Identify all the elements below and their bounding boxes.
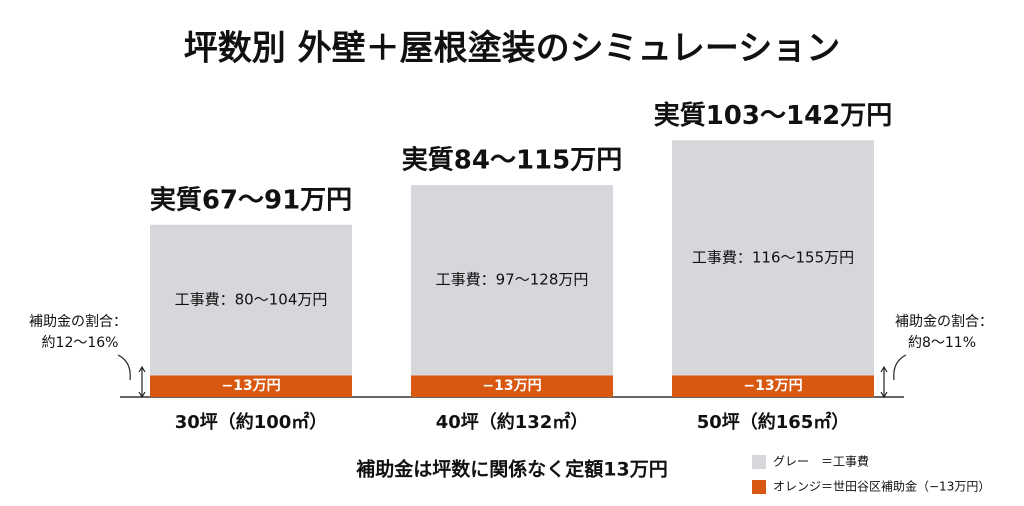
legend-label: オレンジ＝世田谷区補助金（−13万円） (773, 479, 990, 494)
value-label: −13万円 (743, 378, 802, 394)
x-tick-label: 50坪（約165㎡） (697, 411, 850, 433)
bar-segment (150, 224, 352, 376)
side-arrows (117, 354, 907, 399)
bar-segment (672, 140, 874, 376)
bar-segment (411, 375, 613, 397)
bar-segment (411, 185, 613, 376)
cost-label: 工事費：80～104万円 (175, 291, 328, 309)
x-tick-label: 30坪（約100㎡） (175, 411, 328, 433)
bar-segment (150, 375, 352, 397)
legend-label: グレー ＝工事費 (773, 454, 869, 469)
value-label: 実質84～115万円 (402, 145, 622, 176)
footer: 補助金は坪数に関係なく定額13万円 (355, 458, 667, 481)
cost-label: 工事費：116～155万円 (692, 248, 854, 266)
legend-swatch (752, 480, 766, 494)
legend-swatch (752, 455, 766, 469)
value-label: −13万円 (482, 378, 541, 394)
value-label: 実質103～142万円 (654, 100, 893, 131)
annotation: 補助金の割合： (29, 313, 127, 330)
annotation: 約12～16% (42, 335, 119, 351)
annotation: 約8～11% (908, 335, 976, 351)
annotation: 補助金の割合： (895, 313, 993, 330)
value-label: 実質67～91万円 (150, 184, 352, 215)
bar-segment (672, 375, 874, 397)
chart-title: 坪数別 外壁＋屋根塗装のシミュレーション (184, 29, 840, 69)
cost-label: 工事費：97～128万円 (436, 271, 589, 289)
x-tick-label: 40坪（約132㎡） (436, 411, 589, 433)
value-label: −13万円 (221, 378, 280, 394)
